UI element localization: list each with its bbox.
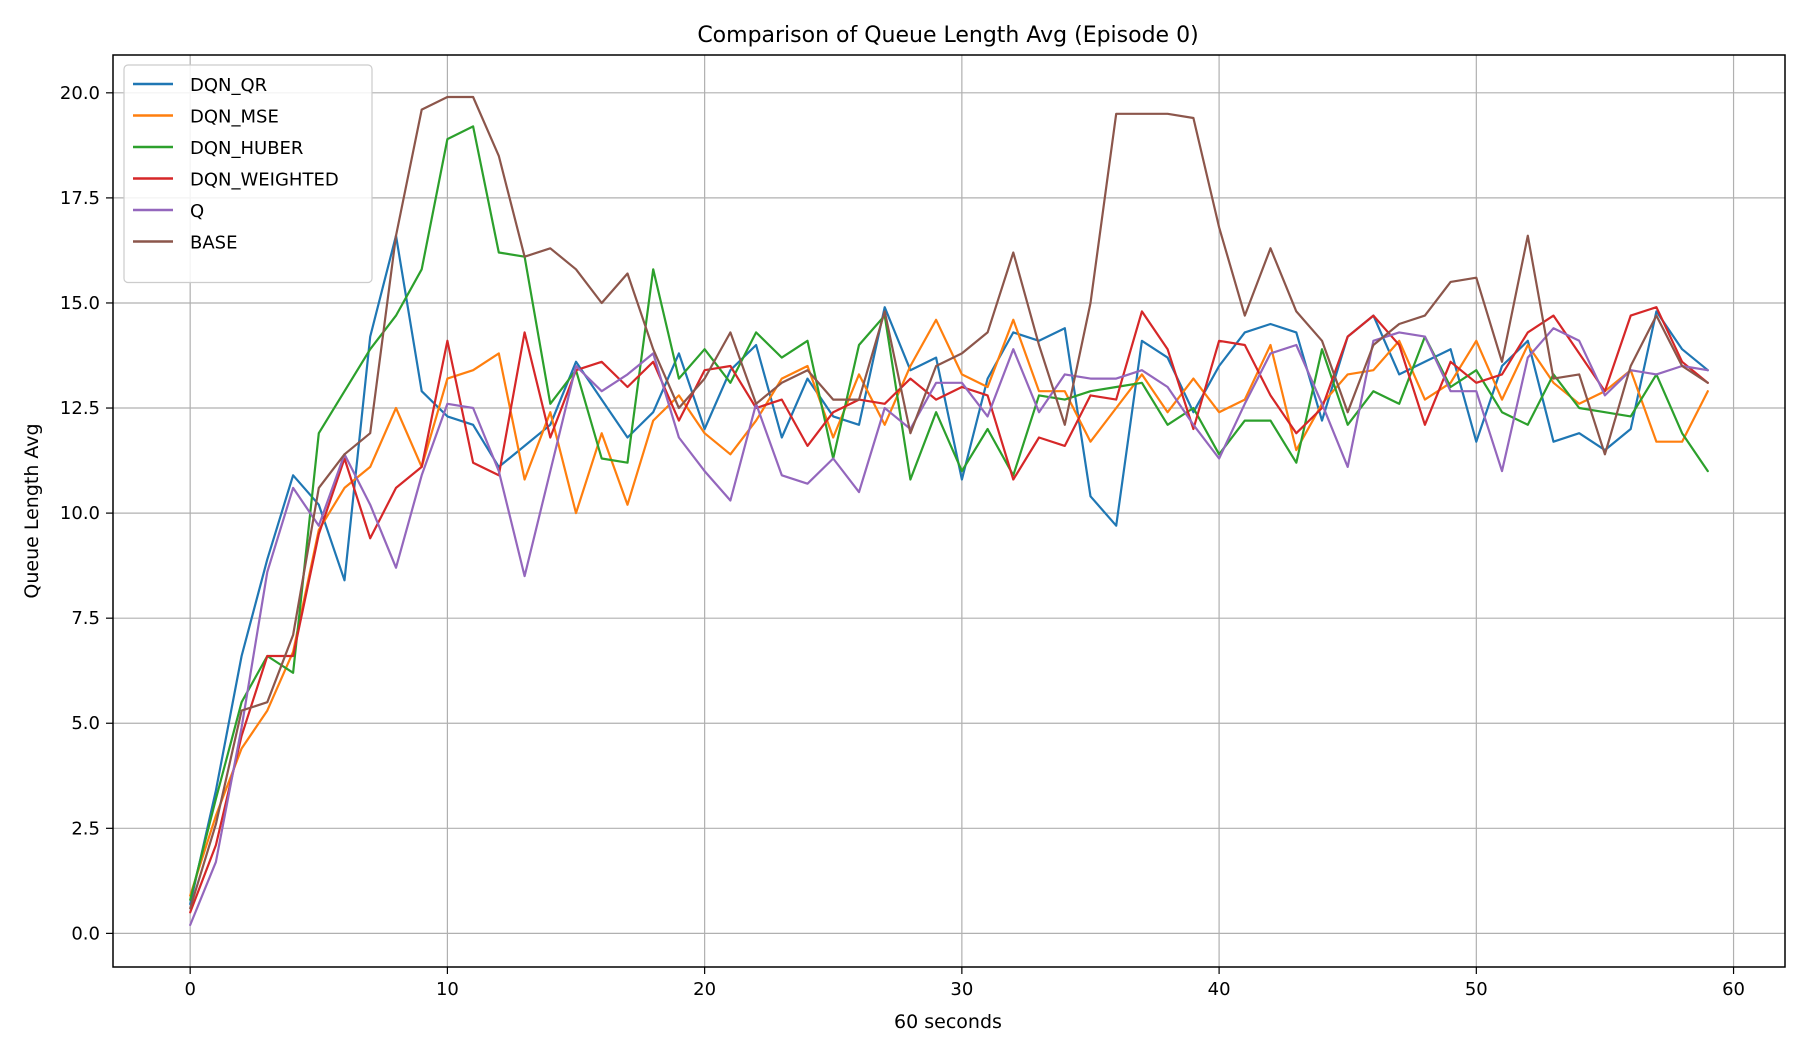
y-tick-label: 7.5 [71, 608, 100, 629]
x-tick-label: 30 [950, 979, 973, 1000]
grid-lines [113, 55, 1785, 967]
legend-label: DQN_QR [190, 75, 267, 96]
y-tick-label: 0.0 [71, 923, 100, 944]
y-tick-label: 5.0 [71, 713, 100, 734]
x-axis-ticks: 0 10 20 30 40 50 60 [184, 967, 1745, 1000]
x-axis-label: 60 seconds [894, 1011, 1002, 1033]
x-tick-label: 20 [693, 979, 716, 1000]
series-line-q [189, 327, 1709, 927]
x-tick-label: 50 [1465, 979, 1488, 1000]
series-line-dqn-weighted [189, 306, 1709, 914]
y-tick-label: 2.5 [71, 818, 100, 839]
legend-label: DQN_HUBER [190, 138, 303, 159]
x-tick-label: 10 [436, 979, 459, 1000]
y-axis-ticks: 0.0 2.5 5.0 7.5 10.0 12.5 15.0 17.5 20.0 [60, 83, 113, 944]
legend-label: DQN_WEIGHTED [190, 170, 339, 191]
y-tick-label: 12.5 [60, 398, 100, 419]
y-tick-label: 20.0 [60, 83, 100, 104]
x-tick-label: 0 [184, 979, 195, 1000]
series-line-dqn-huber [189, 125, 1709, 901]
chart-title: Comparison of Queue Length Avg (Episode … [697, 23, 1198, 48]
y-tick-label: 17.5 [60, 188, 100, 209]
legend-label: BASE [190, 233, 237, 254]
legend-box [123, 64, 373, 284]
y-axis-label: Queue Length Avg [21, 423, 43, 598]
x-tick-label: 60 [1722, 979, 1745, 1000]
series-line-dqn-mse [189, 318, 1709, 897]
x-tick-label: 40 [1208, 979, 1231, 1000]
y-tick-label: 10.0 [60, 503, 100, 524]
series-lines [189, 95, 1709, 927]
y-tick-label: 15.0 [60, 293, 100, 314]
legend-label: Q [190, 201, 204, 222]
plot-area-frame [112, 54, 1786, 968]
legend: DQN_QR DQN_MSE DQN_HUBER DQN_WEIGHTED Q BASE [123, 64, 373, 284]
series-line-base [189, 95, 1709, 910]
legend-label: DQN_MSE [190, 107, 279, 128]
